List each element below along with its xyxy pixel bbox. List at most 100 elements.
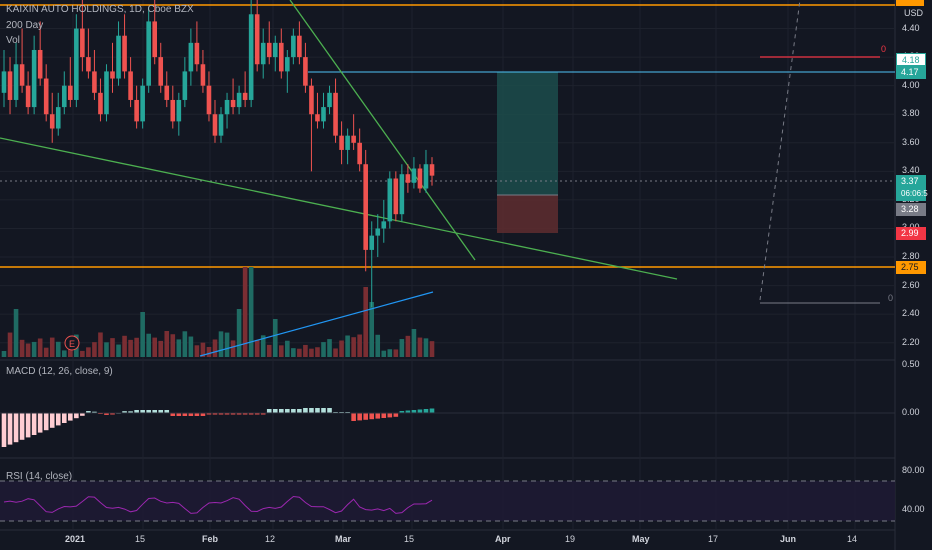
volume-bar	[25, 343, 31, 357]
volume-bar	[7, 332, 13, 357]
macd-bar	[429, 408, 435, 413]
macd-bar	[194, 413, 200, 416]
volume-bar	[381, 350, 387, 357]
macd-bar	[19, 413, 25, 440]
time-label: Jun	[780, 534, 797, 544]
candle	[242, 71, 248, 108]
volume-ma-line	[199, 291, 434, 357]
price-badge: 4.17	[896, 66, 926, 79]
volume-bar	[212, 339, 218, 357]
price-badge: 2.99	[896, 227, 926, 240]
candle	[278, 28, 284, 79]
lower-trendline[interactable]	[0, 137, 678, 280]
time-label: 15	[135, 534, 146, 544]
profit-zone[interactable]	[497, 72, 558, 195]
candle	[68, 57, 73, 108]
volume-bar	[248, 267, 254, 357]
candle	[49, 92, 55, 143]
macd-bar	[351, 413, 356, 421]
macd-bar	[92, 411, 97, 413]
price-badge: 3.28	[896, 203, 926, 216]
candle	[381, 199, 387, 243]
dashed-projection-line[interactable]	[759, 0, 801, 301]
candle	[230, 78, 236, 115]
macd-bar	[375, 413, 381, 419]
candle	[140, 78, 145, 129]
volume-bar	[321, 342, 326, 357]
macd-bar	[266, 409, 272, 413]
level-zero-label-2: 0	[888, 293, 893, 303]
volume-bar	[333, 348, 338, 357]
symbol-title[interactable]: KAIXIN AUTO HOLDINGS, 1D, Cboe BZX	[6, 4, 194, 15]
volume-bar	[230, 340, 236, 357]
candle	[92, 49, 97, 100]
volume-bar	[128, 339, 133, 357]
volume-bar	[297, 348, 302, 357]
vol-legend[interactable]: Vol	[6, 35, 20, 46]
candle	[116, 21, 121, 86]
macd-bar	[134, 410, 139, 413]
volume-bar	[363, 287, 368, 357]
loss-zone[interactable]	[497, 195, 558, 233]
candle	[19, 28, 25, 93]
macd-bar	[170, 413, 176, 416]
macd-bar	[260, 413, 266, 415]
volume-bar	[49, 337, 55, 357]
volume-bar	[345, 335, 350, 357]
macd-bar	[200, 413, 206, 416]
volume-bar	[176, 339, 182, 357]
macd-bar	[49, 413, 55, 428]
candle	[152, 0, 158, 65]
volume-bar	[224, 332, 230, 357]
macd-bar	[285, 409, 290, 413]
price-badge: 3.37 06:06:5	[896, 175, 928, 201]
candle	[327, 85, 332, 115]
volume-bar	[188, 336, 194, 357]
rsi-band	[0, 481, 895, 521]
volume-bar	[140, 312, 145, 357]
volume-bar	[266, 344, 272, 357]
volume-bars	[1, 267, 435, 357]
ma-legend[interactable]: 200 Day	[6, 20, 44, 31]
earnings-marker[interactable]	[64, 335, 80, 351]
volume-bar	[423, 338, 429, 357]
volume-bar	[206, 346, 212, 357]
macd-bar	[224, 413, 230, 415]
macd-bar	[291, 409, 296, 413]
time-label: Mar	[335, 534, 352, 544]
volume-bar	[429, 341, 435, 357]
candle	[369, 221, 375, 308]
rsi-legend[interactable]: RSI (14, close)	[6, 471, 73, 482]
macd-bar	[1, 413, 7, 447]
indicator-tick-label: 0.50	[902, 359, 920, 369]
volume-bar	[375, 334, 381, 357]
volume-bar	[303, 344, 308, 357]
candle	[104, 64, 109, 122]
volume-bar	[80, 350, 85, 357]
macd-bar	[230, 413, 236, 415]
macd-bar	[110, 413, 115, 415]
macd-bar	[104, 413, 109, 415]
price-badge: 2.75	[896, 261, 926, 274]
volume-bar	[134, 337, 139, 357]
price-axis[interactable]: USD 4.404.204.003.803.603.403.203.002.80…	[896, 0, 932, 550]
candle	[387, 171, 393, 229]
volume-bar	[327, 339, 332, 357]
candle	[393, 171, 399, 222]
macd-legend[interactable]: MACD (12, 26, close, 9)	[6, 366, 113, 377]
price-tick-label: 2.20	[902, 336, 920, 347]
macd-bar	[152, 410, 158, 413]
time-label: Feb	[202, 534, 219, 544]
candle	[37, 21, 43, 86]
candle	[309, 78, 314, 172]
time-axis[interactable]: 2021 15 Feb 12 Mar 15 Apr 19 May 17 Jun 14	[0, 530, 895, 550]
macd-bar	[188, 413, 194, 416]
price-tick-label: 2.60	[902, 279, 920, 290]
grid	[0, 0, 896, 550]
candle	[254, 0, 260, 72]
macd-bar	[242, 413, 248, 415]
candle	[248, 0, 254, 108]
descending-trendline[interactable]	[289, 0, 476, 261]
candle	[164, 71, 170, 108]
